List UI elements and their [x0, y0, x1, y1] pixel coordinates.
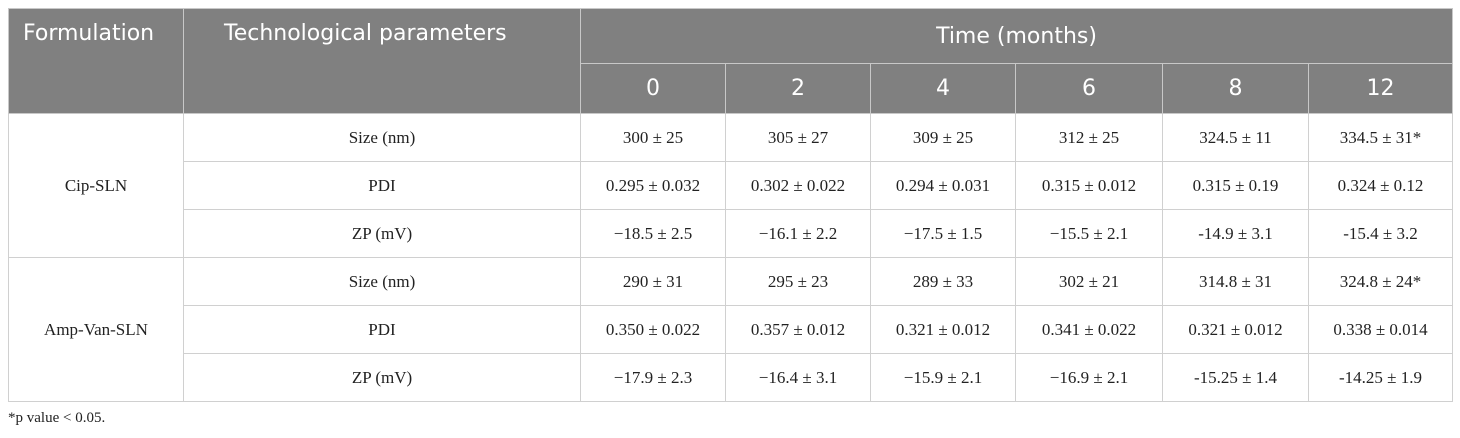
parameter-cell: Size (nm) [183, 113, 581, 162]
value-cell: 314.8 ± 31 [1162, 257, 1309, 306]
parameter-cell: PDI [183, 305, 581, 354]
parameter-cell: ZP (mV) [183, 209, 581, 258]
table-row: Cip-SLN Size (nm) 300 ± 25 305 ± 27 309 ± 25… [8, 113, 1453, 258]
month-header: 8 [1162, 63, 1309, 114]
value-cell: 290 ± 31 [580, 257, 726, 306]
table-row: PDI 0.350 ± 0.022 0.357 ± 0.012 0.321 ± 0.0… [9, 305, 1453, 354]
value-cell: 0.302 ± 0.022 [725, 161, 871, 210]
table-row: PDI 0.295 ± 0.032 0.302 ± 0.022 0.294 ± 0.0… [9, 161, 1453, 210]
value-cell: 0.321 ± 0.012 [870, 305, 1016, 354]
parameter-cell: ZP (mV) [183, 353, 581, 402]
month-header: 12 [1308, 63, 1453, 114]
value-cell: 312 ± 25 [1015, 113, 1163, 162]
value-cell: 0.315 ± 0.19 [1162, 161, 1309, 210]
parameter-cell: Size (nm) [183, 257, 581, 306]
value-cell: 0.295 ± 0.032 [580, 161, 726, 210]
month-header: 0 [580, 63, 726, 114]
parameter-cell: PDI [183, 161, 581, 210]
value-cell: 0.341 ± 0.022 [1015, 305, 1163, 354]
value-cell: 0.321 ± 0.012 [1162, 305, 1309, 354]
value-cell: -15.25 ± 1.4 [1162, 353, 1309, 402]
value-cell: 0.338 ± 0.014 [1308, 305, 1453, 354]
header-cell: Technological parameters [183, 8, 581, 114]
value-cell: -15.4 ± 3.2 [1308, 209, 1453, 258]
formulation-cell: Amp-Van-SLN [8, 257, 184, 402]
value-cell: 289 ± 33 [870, 257, 1016, 306]
value-cell: -14.25 ± 1.9 [1308, 353, 1453, 402]
header-cell: Time (months) [580, 8, 1453, 64]
value-cell: −16.4 ± 3.1 [725, 353, 871, 402]
value-cell: -14.9 ± 3.1 [1162, 209, 1309, 258]
month-header: 4 [870, 63, 1016, 114]
header-cell: Formulation [8, 8, 184, 114]
table-row: Amp-Van-SLN Size (nm) 290 ± 31 295 ± 23 289 … [8, 257, 1453, 402]
month-header: 6 [1015, 63, 1163, 114]
value-cell: 302 ± 21 [1015, 257, 1163, 306]
value-cell: −15.9 ± 2.1 [870, 353, 1016, 402]
value-cell: 0.315 ± 0.012 [1015, 161, 1163, 210]
table-row: ZP (mV) −18.5 ± 2.5 −16.1 ± 2.2 −17.5 ± 1.5… [9, 209, 1453, 258]
stability-table: Formulation Technological parameters Tim… [8, 8, 1453, 402]
value-cell: 295 ± 23 [725, 257, 871, 306]
value-cell: −17.9 ± 2.3 [580, 353, 726, 402]
value-cell: −18.5 ± 2.5 [580, 209, 726, 258]
value-cell: 324.8 ± 24* [1308, 257, 1453, 306]
value-cell: 0.357 ± 0.012 [725, 305, 871, 354]
value-cell: 324.5 ± 11 [1162, 113, 1309, 162]
value-cell: 334.5 ± 31* [1308, 113, 1453, 162]
value-cell: 0.350 ± 0.022 [580, 305, 726, 354]
formulation-cell: Cip-SLN [8, 113, 184, 258]
month-header: 2 [725, 63, 871, 114]
value-cell: 300 ± 25 [580, 113, 726, 162]
value-cell: 309 ± 25 [870, 113, 1016, 162]
footnote: *p value < 0.05. [8, 410, 106, 426]
value-cell: −16.1 ± 2.2 [725, 209, 871, 258]
value-cell: −17.5 ± 1.5 [870, 209, 1016, 258]
table-row: ZP (mV) −17.9 ± 2.3 −16.4 ± 3.1 −15.9 ± 2.1… [9, 353, 1453, 402]
value-cell: 305 ± 27 [725, 113, 871, 162]
value-cell: 0.324 ± 0.12 [1308, 161, 1453, 210]
value-cell: −16.9 ± 2.1 [1015, 353, 1163, 402]
value-cell: −15.5 ± 2.1 [1015, 209, 1163, 258]
value-cell: 0.294 ± 0.031 [870, 161, 1016, 210]
